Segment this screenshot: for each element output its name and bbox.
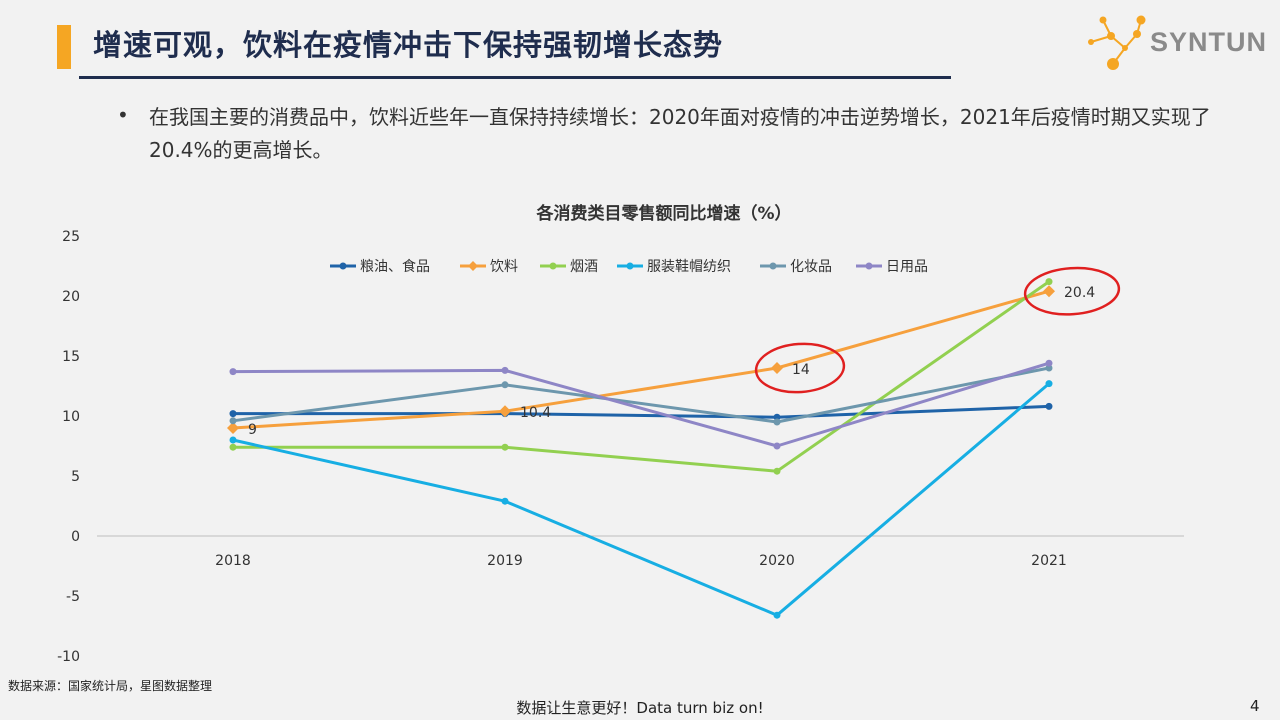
chart-series: 9 10.4 14 20.4 xyxy=(227,278,1095,619)
data-point xyxy=(501,381,509,389)
y-tick-label: 5 xyxy=(71,469,80,485)
legend-swatch-marker xyxy=(626,262,634,270)
data-point xyxy=(499,405,511,418)
highlight-circle xyxy=(1023,266,1121,316)
legend-label: 饮料 xyxy=(490,259,518,275)
data-point xyxy=(773,611,781,619)
page-title: 增速可观，饮料在疫情冲击下保持强韧增长态势 xyxy=(93,28,724,62)
y-tick-label: -10 xyxy=(57,649,80,665)
data-point xyxy=(1045,402,1053,410)
data-point xyxy=(501,443,509,451)
y-tick-label: 25 xyxy=(62,229,80,245)
data-point xyxy=(773,467,781,475)
chart-title: 各消费类目零售额同比增速（%） xyxy=(535,203,791,224)
bullet-marker: • xyxy=(117,103,129,127)
series-line xyxy=(232,289,1050,430)
x-axis-ticks: 2018 2019 2020 2021 xyxy=(215,553,1067,569)
legend-label: 粮油、食品 xyxy=(360,258,430,275)
legend-item: 化妆品 xyxy=(760,259,832,275)
y-tick-label: 10 xyxy=(62,409,80,425)
data-point xyxy=(229,443,237,451)
data-point xyxy=(229,368,237,376)
x-tick-label: 2021 xyxy=(1031,553,1067,569)
legend-label: 服装鞋帽纺织 xyxy=(647,259,731,275)
data-point xyxy=(501,497,509,505)
y-tick-label: 15 xyxy=(62,349,80,365)
y-tick-label: 0 xyxy=(71,529,80,545)
title-divider xyxy=(79,76,951,79)
legend-swatch-marker xyxy=(549,262,557,270)
series-line xyxy=(232,361,1050,448)
legend-label: 化妆品 xyxy=(790,259,832,275)
legend-item: 烟酒 xyxy=(540,259,598,275)
chart-legend: 粮油、食品 饮料 烟酒 服装鞋帽纺织 化妆品 日用品 xyxy=(330,258,928,275)
data-point xyxy=(1043,285,1055,298)
data-point xyxy=(773,442,781,450)
x-tick-label: 2019 xyxy=(487,553,523,569)
data-point xyxy=(227,422,239,434)
series-line xyxy=(232,366,1050,424)
y-tick-label: 20 xyxy=(62,289,80,305)
legend-item: 粮油、食品 xyxy=(330,258,430,275)
x-tick-label: 2020 xyxy=(759,553,795,569)
data-label: 14 xyxy=(792,362,810,378)
highlight-circle xyxy=(754,342,846,394)
y-axis-ticks: 25 20 15 10 5 0 -5 -10 xyxy=(57,229,80,665)
data-point xyxy=(1045,364,1053,372)
data-point xyxy=(229,417,237,425)
legend-swatch-marker xyxy=(769,262,777,270)
data-label: 9 xyxy=(248,422,257,438)
data-point xyxy=(1045,380,1053,388)
data-point xyxy=(229,436,237,444)
y-tick-label: -5 xyxy=(66,589,80,605)
syntun-logo xyxy=(1088,15,1146,70)
data-point xyxy=(1045,359,1053,367)
logo-text: SYNTUN xyxy=(1150,27,1268,57)
page-number: 4 xyxy=(1250,697,1260,715)
legend-swatch-marker xyxy=(865,262,873,270)
legend-label: 日用品 xyxy=(886,259,928,275)
legend-item: 服装鞋帽纺织 xyxy=(617,259,731,275)
data-point xyxy=(229,410,237,418)
series-line xyxy=(232,382,1050,617)
legend-swatch-marker xyxy=(339,262,347,270)
data-point xyxy=(1045,278,1053,286)
data-source-note: 数据来源：国家统计局，星图数据整理 xyxy=(8,679,213,693)
series-line xyxy=(233,404,1050,419)
legend-item: 日用品 xyxy=(856,259,928,275)
data-point xyxy=(773,413,781,421)
data-label: 20.4 xyxy=(1064,285,1095,301)
highlight-circles xyxy=(754,266,1121,394)
footer-slogan: 数据让生意更好！Data turn biz on! xyxy=(516,699,764,717)
data-label: 10.4 xyxy=(520,405,551,421)
legend-item: 饮料 xyxy=(460,259,518,275)
series-line xyxy=(233,280,1050,473)
data-point xyxy=(773,418,781,426)
legend-swatch-marker xyxy=(468,261,478,271)
bullet-text: 在我国主要的消费品中，饮料近些年一直保持持续增长：2020年面对疫情的冲击逆势增… xyxy=(149,105,1211,162)
title-accent-bar xyxy=(57,25,71,69)
legend-label: 烟酒 xyxy=(570,259,598,275)
x-tick-label: 2018 xyxy=(215,553,251,569)
data-point xyxy=(771,362,783,374)
data-point xyxy=(501,366,509,374)
